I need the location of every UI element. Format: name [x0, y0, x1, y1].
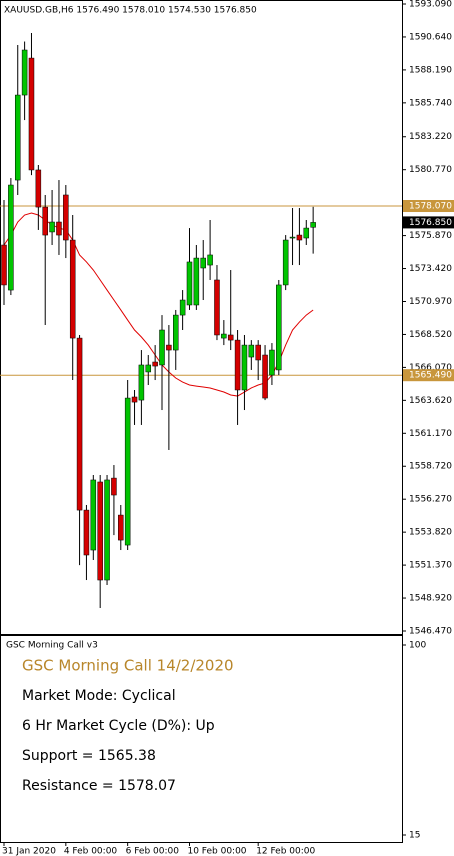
candle-body [282, 239, 289, 286]
candle-body [8, 184, 14, 291]
y-tick-label: 1575.870 [409, 231, 452, 241]
candle-body [76, 337, 83, 511]
candle-body [248, 344, 255, 358]
x-tick-label: 4 Feb 00:00 [64, 847, 118, 856]
candle-body [234, 339, 241, 391]
candle-body [262, 354, 268, 399]
y-tick-label: 1593.090 [409, 0, 452, 10]
candle-body [145, 364, 152, 373]
y-tick-label: 1580.770 [409, 165, 452, 175]
candle-body [131, 396, 138, 403]
candle-body [69, 239, 76, 339]
level-label: 1565.490 [409, 371, 452, 381]
candle-body [152, 361, 158, 367]
panel-frame [0, 635, 403, 843]
candle-body [104, 479, 110, 581]
y-tick-label: 1583.220 [409, 132, 452, 142]
candle-body [255, 344, 261, 361]
candle-body [296, 234, 303, 241]
candle-body [186, 261, 193, 306]
y-tick-label: 1585.740 [409, 98, 452, 108]
main-frame [0, 0, 403, 635]
candle-body [200, 257, 206, 269]
candle-body [42, 206, 48, 236]
y-tick-label: 1573.420 [409, 264, 452, 274]
y-tick-label: 1568.520 [409, 330, 452, 340]
candle-body [35, 169, 42, 208]
candle-body [179, 299, 186, 316]
candle-body [63, 194, 69, 241]
candle-body [214, 279, 220, 336]
panel-line: Support = 1565.38 [22, 748, 156, 764]
candle-body [118, 514, 124, 541]
candle-body [159, 329, 165, 366]
candle-body [138, 364, 145, 401]
panel-line: Market Mode: Cyclical [22, 688, 176, 704]
candle-body [111, 477, 117, 496]
candle-body [28, 57, 35, 171]
level-label-bg [403, 369, 454, 382]
y-tick-label: 1563.620 [409, 396, 452, 406]
y-tick-label: 1561.170 [409, 429, 452, 439]
y-tick-label: 1556.270 [409, 495, 452, 505]
panel-heading: GSC Morning Call 14/2/2020 [22, 657, 234, 675]
y-tick-label: 1570.970 [409, 297, 452, 307]
price-label: 1576.850 [409, 218, 452, 228]
y-tick-label: 1548.920 [409, 594, 452, 604]
candle-body [227, 334, 234, 341]
candle-body [310, 222, 316, 228]
y-tick-label: 1590.640 [409, 32, 452, 42]
moving-average [3, 212, 314, 397]
chart-title: XAUUSD.GB,H6 1576.490 1578.010 1574.530 … [4, 6, 257, 16]
x-tick-label: 12 Feb 00:00 [256, 847, 315, 856]
y-tick-label: 1588.190 [409, 65, 452, 75]
panel-line: 6 Hr Market Cycle (D%): Up [22, 718, 215, 734]
y-tick-label: 1566.070 [409, 363, 452, 373]
candle-body [289, 236, 296, 239]
candle-body [90, 479, 97, 551]
y-tick-label: 1553.820 [409, 528, 452, 538]
candle-body [21, 49, 28, 96]
x-tick-label: 6 Feb 00:00 [126, 847, 180, 856]
candle-body [166, 344, 172, 351]
price-label-bg [403, 216, 454, 229]
panel-title: GSC Morning Call v3 [6, 641, 98, 651]
candle-body [207, 254, 213, 266]
y-tick-label: 1558.720 [409, 462, 452, 472]
candle-body [124, 397, 131, 546]
panel-line: Resistance = 1578.07 [22, 778, 176, 794]
x-tick-label: 31 Jan 2020 [2, 847, 56, 856]
candle-body [241, 344, 248, 391]
candle-body [83, 509, 90, 556]
level-label-bg [403, 200, 454, 213]
y-tick-label: 1546.470 [409, 627, 452, 637]
x-tick-label: 10 Feb 00:00 [187, 847, 246, 856]
panel-y-tick-label: 100 [409, 641, 426, 651]
candle-body [221, 333, 227, 339]
level-label: 1578.070 [409, 202, 452, 212]
candle-body [269, 349, 275, 376]
candle-body [193, 257, 200, 306]
candle-body [97, 481, 103, 581]
candle-body [303, 227, 310, 239]
candle-body [14, 94, 21, 181]
candle-body [1, 244, 7, 286]
candle-body [56, 221, 62, 236]
panel-y-tick-label: 15 [409, 831, 420, 841]
candle-body [49, 221, 55, 233]
y-tick-label: 1551.370 [409, 561, 452, 571]
candle-body [276, 284, 282, 371]
candle-body [173, 314, 179, 351]
